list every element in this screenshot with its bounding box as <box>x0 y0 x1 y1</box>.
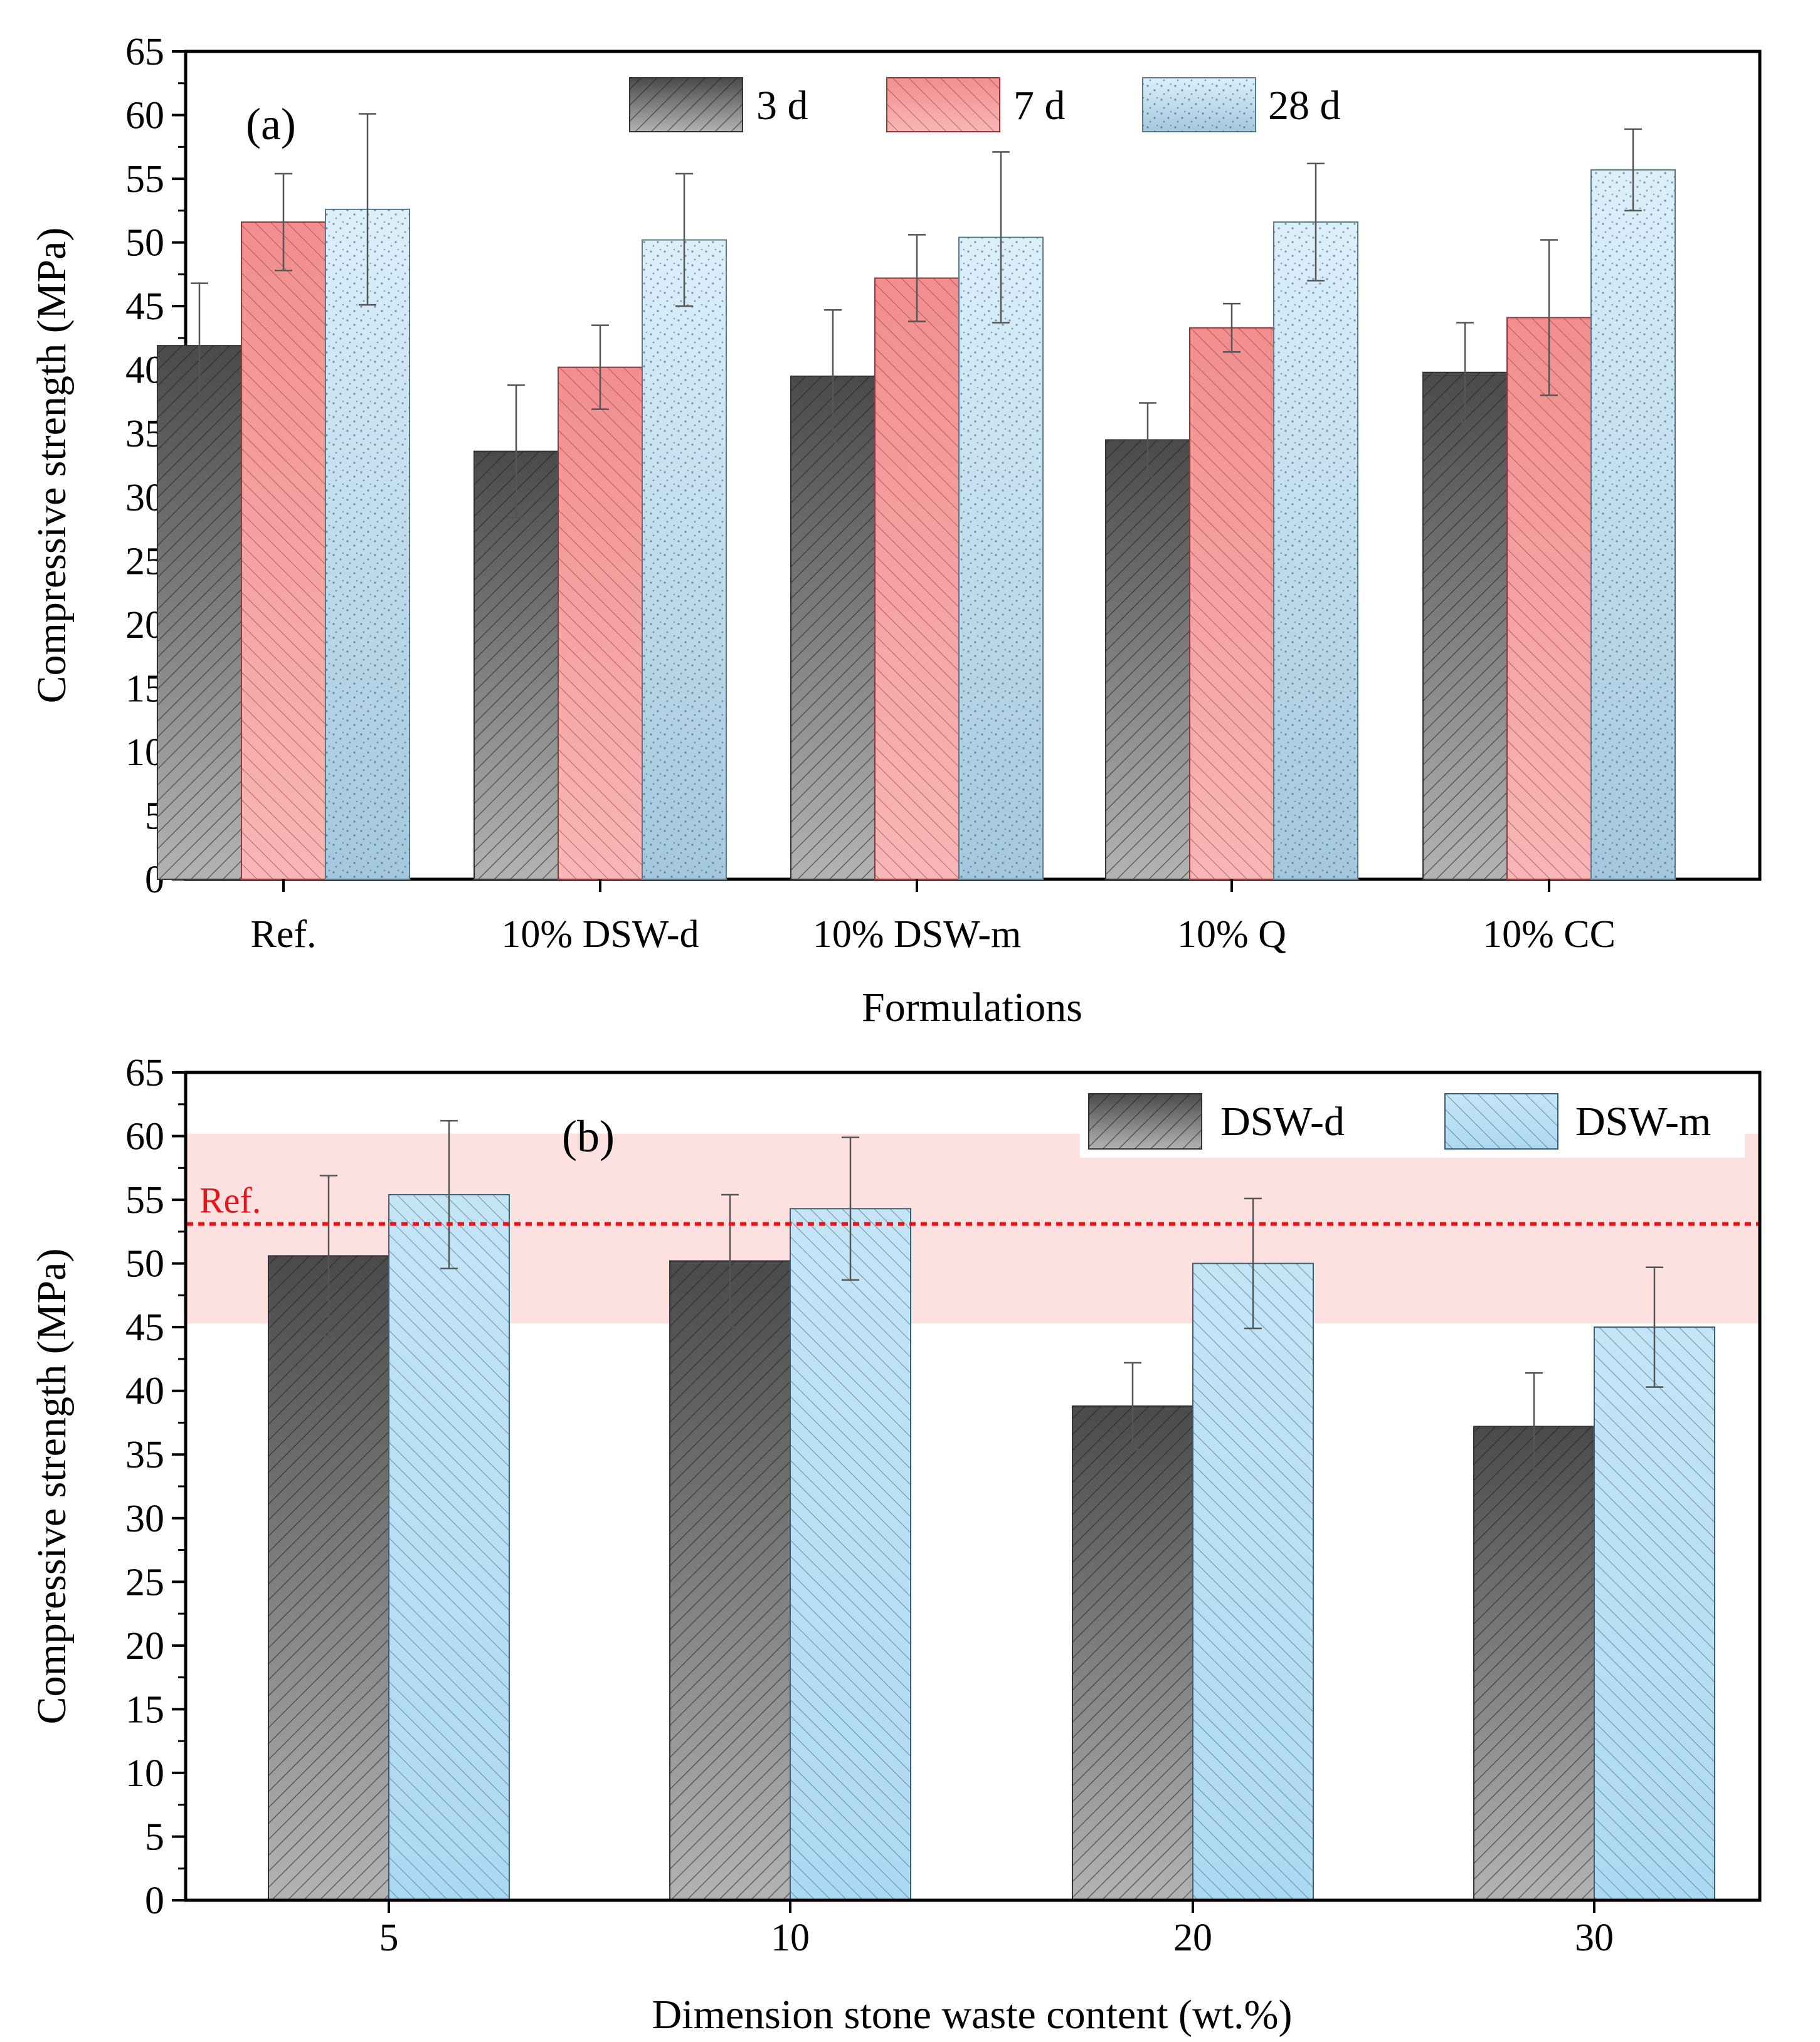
y-axis-title-a: Compressive strength (MPa) <box>29 228 75 704</box>
bar-dsw-m-pattern <box>1193 1263 1313 1900</box>
x-tick-label: 5 <box>379 1917 399 1959</box>
bar-3-d-pattern <box>1423 372 1507 879</box>
y-tick-label: 15 <box>125 1688 164 1731</box>
bars-a <box>157 113 1676 881</box>
y-tick-label: 55 <box>125 158 164 201</box>
x-tick-label: 10% Q <box>1177 913 1286 956</box>
y-tick-label: 10 <box>125 1752 164 1795</box>
y-tick-label: 55 <box>125 1179 164 1222</box>
legend-label-7d: 7 d <box>1013 83 1066 129</box>
panel-label-a: (a) <box>246 99 296 149</box>
y-tick-label: 60 <box>125 95 164 137</box>
x-axis-b: 5 10 20 30 <box>379 1900 1614 1959</box>
bar-7-d-pattern <box>1190 327 1274 879</box>
bar-dsw-d-pattern <box>1072 1406 1193 1900</box>
panel-label-b: (b) <box>562 1111 615 1161</box>
bar-7-d-pattern <box>241 222 325 880</box>
x-tick-label: Ref. <box>250 913 316 956</box>
x-tick-label: 20 <box>1173 1917 1212 1959</box>
x-axis-title-b: Dimension stone waste content (wt.%) <box>652 1992 1293 2038</box>
bar-7-d-pattern <box>1507 317 1591 879</box>
y-tick-label: 60 <box>125 1116 164 1158</box>
x-tick-label: 30 <box>1575 1917 1614 1959</box>
y-tick-label: 65 <box>125 1052 164 1094</box>
legend-label-3d: 3 d <box>756 83 808 129</box>
x-axis-title-a: Formulations <box>862 985 1082 1030</box>
bar-dsw-d-pattern <box>670 1261 790 1900</box>
bars-b <box>268 1119 1715 1902</box>
bar-3-d-pattern <box>791 376 875 879</box>
bar-3-d-pattern <box>157 346 241 879</box>
y-axis-title-b: Compressive strength (MPa) <box>29 1249 75 1725</box>
bar-28-d-pattern <box>959 237 1043 879</box>
legend-swatch-dsw-m-pattern <box>1445 1094 1558 1149</box>
y-tick-label: 20 <box>125 1625 164 1668</box>
bar-28-d-pattern <box>1591 169 1675 879</box>
y-tick-label: 50 <box>125 222 164 265</box>
y-tick-label: 0 <box>145 1880 164 1922</box>
y-tick-label: 5 <box>145 1816 164 1858</box>
bar-28-d-pattern <box>642 240 726 879</box>
bar-dsw-d-pattern <box>268 1256 389 1900</box>
y-tick-label: 45 <box>125 1306 164 1349</box>
y-tick-label: 65 <box>125 31 164 73</box>
x-tick-label: 10% DSW-m <box>813 913 1021 956</box>
legend-swatch-3d-pattern <box>630 78 743 132</box>
bar-28-d-pattern <box>325 209 410 879</box>
legend-label-28d: 28 d <box>1268 83 1341 129</box>
bar-dsw-m-pattern <box>790 1209 911 1900</box>
legend-a: 3 d 7 d 28 d <box>629 77 1341 132</box>
bar-dsw-d-pattern <box>1474 1426 1594 1900</box>
x-tick-label: 10% DSW-d <box>501 913 699 956</box>
bar-7-d-pattern <box>558 367 642 879</box>
legend-swatch-7d-pattern <box>887 78 1000 132</box>
y-tick-label: 45 <box>125 285 164 328</box>
legend-label-dsw-m: DSW-m <box>1575 1099 1711 1145</box>
bar-3-d-pattern <box>474 451 558 879</box>
y-tick-label: 50 <box>125 1243 164 1286</box>
y-tick-label: 40 <box>125 1370 164 1413</box>
y-tick-label: 30 <box>125 1498 164 1540</box>
y-axis-b: 0 5 10 15 20 25 30 35 40 45 50 55 60 65 <box>125 1052 186 1922</box>
bar-28-d-pattern <box>1274 222 1358 880</box>
bar-dsw-m-pattern <box>1594 1327 1715 1900</box>
legend-swatch-dsw-d-pattern <box>1089 1094 1202 1149</box>
legend-label-dsw-d: DSW-d <box>1220 1099 1345 1145</box>
reference-label: Ref. <box>199 1180 261 1221</box>
y-tick-label: 35 <box>125 1434 164 1476</box>
bar-dsw-m-pattern <box>389 1194 509 1900</box>
bar-7-d-pattern <box>875 278 959 879</box>
x-tick-label: 10 <box>771 1917 810 1959</box>
x-tick-label: 10% CC <box>1483 913 1616 956</box>
legend-b: DSW-d DSW-m <box>1080 1086 1745 1158</box>
x-axis-a: Ref. 10% DSW-d 10% DSW-m 10% Q 10% CC <box>250 879 1616 956</box>
legend-swatch-28d-pattern <box>1143 78 1256 132</box>
y-tick-label: 25 <box>125 1561 164 1604</box>
bar-3-d-pattern <box>1106 440 1190 879</box>
